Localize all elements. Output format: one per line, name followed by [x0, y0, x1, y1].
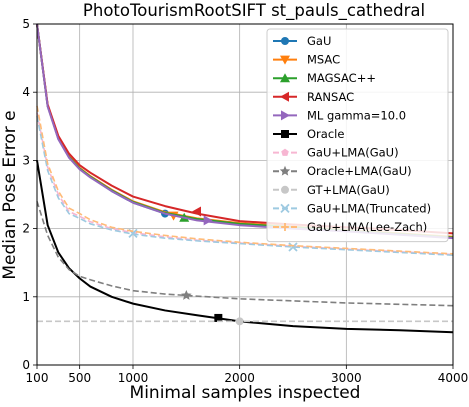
- legend-item: Oracle: [273, 127, 344, 141]
- legend-marker: [281, 130, 289, 138]
- x-tick-label: 500: [68, 371, 91, 385]
- legend-marker: [281, 110, 290, 121]
- series-9: [37, 317, 453, 326]
- y-tick-label: 4: [22, 85, 30, 99]
- series-line: [36, 105, 454, 255]
- series-line: [36, 201, 454, 307]
- legend-marker: [279, 165, 291, 176]
- legend-marker: [281, 148, 289, 156]
- y-axis-title: Median Pose Error e: [0, 110, 20, 279]
- legend-marker: [280, 91, 289, 102]
- legend-marker: [280, 73, 290, 83]
- legend: GaU MSAC MAGSAC++ RANSAC ML gamma=10.0 Oracle…: [266, 28, 449, 243]
- legend-label: GaU: [307, 34, 331, 48]
- data-point: [235, 317, 244, 326]
- legend-label: GaU+LMA(GaU): [307, 146, 399, 160]
- legend-item: GaU+LMA(GaU): [273, 146, 399, 160]
- data-point: [181, 289, 192, 300]
- legend-label: GT+LMA(GaU): [307, 183, 390, 197]
- legend-marker: [280, 55, 290, 65]
- x-tick-label: 100: [26, 371, 49, 385]
- data-point: [192, 206, 201, 217]
- series-6: [36, 160, 454, 334]
- legend-item: MSAC: [273, 53, 340, 67]
- plot-frame: [36, 23, 454, 366]
- x-axis-title: Minimal samples inspected: [130, 383, 361, 403]
- legend-item: ML gamma=10.0: [273, 108, 406, 122]
- y-tick-label: 3: [22, 153, 30, 167]
- y-tick-label: 5: [22, 17, 30, 31]
- legend-label: MSAC: [307, 53, 340, 67]
- legend-label: GaU+LMA(Lee-Zach): [307, 220, 427, 234]
- legend-marker: [281, 37, 289, 45]
- legend-label: Oracle: [307, 127, 344, 141]
- legend-item: GaU: [273, 34, 331, 48]
- data-point: [288, 242, 298, 252]
- legend-label: Oracle+LMA(GaU): [307, 164, 412, 178]
- legend-item: MAGSAC++: [273, 71, 376, 85]
- series-10: [36, 115, 454, 256]
- legend-marker: [281, 223, 289, 231]
- legend-item: GaU+LMA(Truncated): [273, 201, 431, 215]
- y-tick-label: 1: [22, 290, 30, 304]
- legend-item: RANSAC: [273, 90, 354, 104]
- data-point: [203, 215, 213, 226]
- legend-label: MAGSAC++: [307, 71, 376, 85]
- x-axis: 100 500 1000 2000 3000 4000: [26, 365, 469, 385]
- legend-item: GaU+LMA(Lee-Zach): [273, 220, 427, 234]
- legend-label: RANSAC: [307, 90, 354, 104]
- series-11: [36, 105, 454, 255]
- legend-label: GaU+LMA(Truncated): [307, 201, 431, 215]
- data-point: [214, 313, 223, 322]
- x-tick-label: 1000: [118, 371, 149, 385]
- legend-item: Oracle+LMA(GaU): [273, 164, 412, 178]
- x-tick-label: 2000: [224, 371, 255, 385]
- y-tick-label: 0: [22, 358, 30, 372]
- series-8: [36, 201, 454, 307]
- series-line: [36, 160, 454, 334]
- legend-item: GT+LMA(GaU): [273, 183, 390, 197]
- legend-marker: [281, 185, 289, 194]
- chart-title: PhotoTourismRootSIFT st_pauls_cathedral: [83, 1, 425, 21]
- legend-marker: [280, 203, 290, 214]
- legend-box: [266, 28, 449, 243]
- legend-label: ML gamma=10.0: [307, 108, 406, 122]
- y-tick-label: 2: [22, 222, 30, 236]
- x-tick-label: 4000: [438, 371, 469, 385]
- y-axis: 0 1 2 3 4 5: [22, 17, 37, 372]
- x-tick-label: 3000: [331, 371, 362, 385]
